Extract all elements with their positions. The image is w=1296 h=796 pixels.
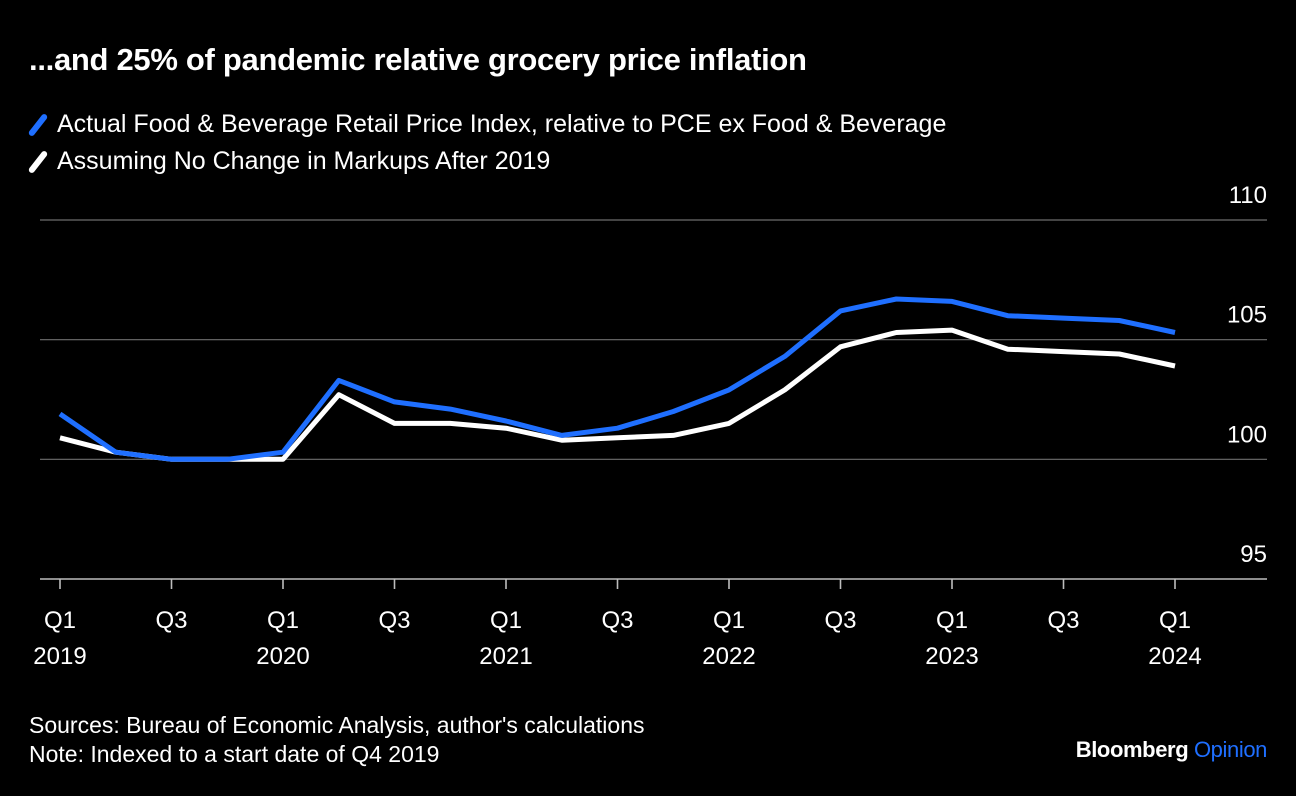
legend-item-actual: Actual Food & Beverage Retail Price Inde… <box>27 106 947 143</box>
y-tick-label-105: 105 <box>1227 302 1267 329</box>
x-tick-label-quarter: Q1 <box>267 607 299 634</box>
brand-name: Bloomberg <box>1075 737 1189 762</box>
legend: Actual Food & Beverage Retail Price Inde… <box>27 106 947 180</box>
y-axis-ticks: 95 100 105 110 <box>1227 182 1267 568</box>
x-tick-label-quarter: Q3 <box>378 607 410 634</box>
brand-product: Opinion <box>1193 737 1267 762</box>
x-axis: Q1 2019 Q3 Q1 2020 Q3 Q1 2021 Q3 Q1 2022 Q3 Q1 2023 Q3… <box>33 579 1202 670</box>
x-tick-label-quarter: Q3 <box>155 607 187 634</box>
x-tick-label-quarter: Q1 <box>44 607 76 634</box>
y-tick-label-110: 110 <box>1229 182 1267 209</box>
x-tick-label-quarter: Q1 <box>713 607 745 634</box>
y-tick-label-100: 100 <box>1227 421 1267 448</box>
legend-item-no-change: Assuming No Change in Markups After 2019 <box>27 143 946 180</box>
x-tick-label-year: 2023 <box>925 643 978 670</box>
x-tick-label-quarter: Q3 <box>824 607 856 634</box>
x-tick-label-quarter: Q1 <box>490 607 522 634</box>
x-tick-label-quarter: Q1 <box>1159 607 1191 634</box>
gridlines <box>40 219 1267 580</box>
chart-title: ...and 25% of pandemic relative grocery … <box>29 42 807 77</box>
legend-label-actual: Actual Food & Beverage Retail Price Inde… <box>57 110 947 138</box>
x-tick-label-year: 2021 <box>479 643 532 670</box>
x-tick-label-year: 2019 <box>33 643 86 670</box>
note-text: Note: Indexed to a start date of Q4 2019 <box>29 741 440 767</box>
series-lines <box>58 296 1176 462</box>
x-tick-label-year: 2024 <box>1148 643 1201 670</box>
series-line-no-change <box>59 327 1176 462</box>
footer: Sources: Bureau of Economic Analysis, au… <box>29 711 645 769</box>
sources-text: Sources: Bureau of Economic Analysis, au… <box>29 712 645 738</box>
legend-label-no-change: Assuming No Change in Markups After 2019 <box>57 147 551 175</box>
x-tick-label-year: 2022 <box>702 643 755 670</box>
x-tick-label-quarter: Q1 <box>936 607 968 634</box>
series-line-actual <box>58 296 1176 462</box>
x-tick-label-quarter: Q3 <box>1047 607 1079 634</box>
y-tick-label-95: 95 <box>1240 541 1267 568</box>
x-tick-label-quarter: Q3 <box>601 607 633 634</box>
brand-logo: Bloomberg Opinion <box>1075 737 1268 763</box>
x-tick-label-year: 2020 <box>256 643 309 670</box>
